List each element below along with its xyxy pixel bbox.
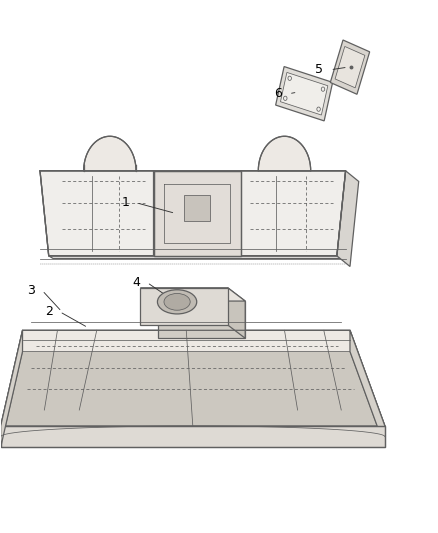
Polygon shape bbox=[337, 171, 359, 266]
Polygon shape bbox=[335, 46, 365, 88]
Text: 5: 5 bbox=[315, 63, 323, 76]
Polygon shape bbox=[280, 72, 328, 115]
Polygon shape bbox=[141, 288, 228, 325]
Text: 3: 3 bbox=[27, 284, 35, 297]
Polygon shape bbox=[1, 426, 385, 447]
Polygon shape bbox=[153, 171, 241, 256]
Text: 2: 2 bbox=[45, 305, 53, 318]
Ellipse shape bbox=[157, 290, 197, 314]
Polygon shape bbox=[228, 288, 245, 338]
Polygon shape bbox=[1, 330, 385, 426]
Text: 6: 6 bbox=[274, 87, 282, 100]
Text: 4: 4 bbox=[132, 276, 140, 289]
Polygon shape bbox=[40, 171, 346, 256]
Polygon shape bbox=[276, 67, 332, 121]
Polygon shape bbox=[158, 301, 245, 338]
Polygon shape bbox=[330, 40, 370, 94]
Polygon shape bbox=[1, 352, 385, 447]
Polygon shape bbox=[49, 256, 341, 259]
Polygon shape bbox=[350, 330, 385, 447]
Polygon shape bbox=[1, 330, 22, 447]
Text: 1: 1 bbox=[121, 196, 129, 209]
Polygon shape bbox=[141, 288, 245, 301]
Polygon shape bbox=[258, 136, 311, 171]
Polygon shape bbox=[184, 195, 210, 221]
Ellipse shape bbox=[164, 294, 190, 310]
Polygon shape bbox=[84, 136, 136, 171]
